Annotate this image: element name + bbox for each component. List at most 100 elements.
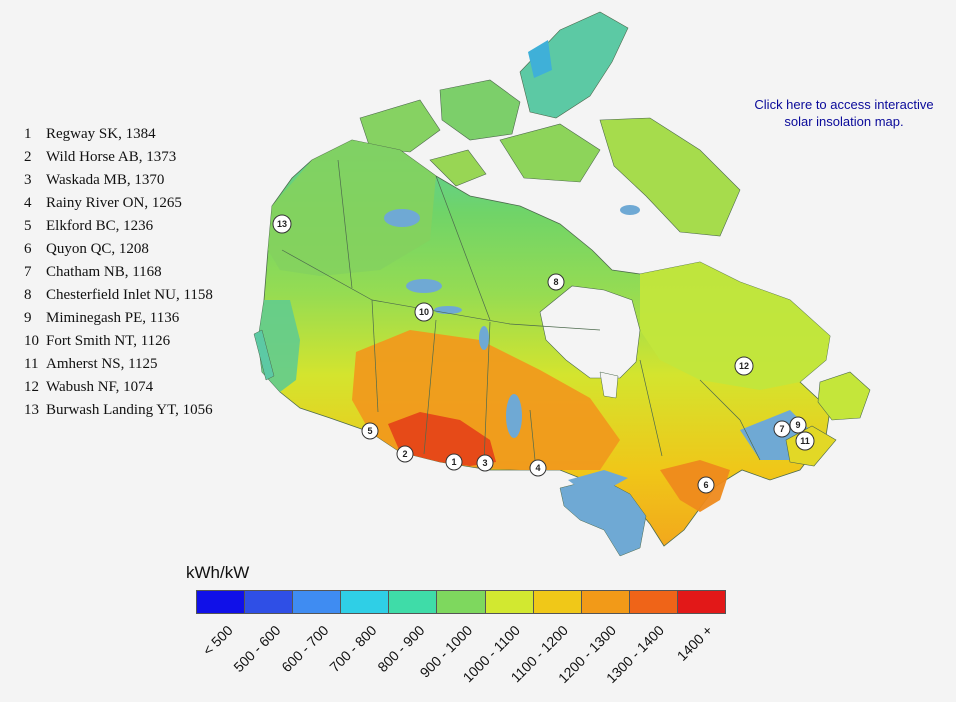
station-list-item: 3 Waskada MB, 1370	[24, 169, 213, 192]
svg-text:4: 4	[535, 463, 540, 473]
station-marker-1: 1	[445, 453, 463, 471]
station-label: Chesterfield Inlet NU, 1158	[46, 287, 213, 303]
hudson-bay	[539, 285, 641, 379]
station-number: 7	[24, 264, 32, 280]
station-label: Waskada MB, 1370	[46, 172, 165, 188]
station-list-item: 4 Rainy River ON, 1265	[24, 192, 213, 215]
svg-text:5: 5	[367, 426, 372, 436]
station-list-item: 8 Chesterfield Inlet NU, 1158	[24, 284, 213, 307]
svg-text:7: 7	[779, 424, 784, 434]
scale-title: kWh/kW	[186, 563, 250, 582]
station-marker-4: 4	[529, 459, 547, 477]
station-list-item: 5 Elkford BC, 1236	[24, 215, 213, 238]
hudson-strait	[600, 240, 680, 270]
lake-winnipeg	[506, 394, 522, 438]
station-list-item: 2 Wild Horse AB, 1373	[24, 146, 213, 169]
vancouver-island	[253, 329, 275, 381]
station-number: 9	[24, 310, 32, 326]
lake-superior	[568, 470, 628, 492]
svg-text:13: 13	[277, 219, 287, 229]
scale-swatch	[341, 591, 390, 613]
arctic-islands	[359, 11, 741, 237]
station-list-item: 11 Amherst NS, 1125	[24, 353, 213, 376]
scale-swatch	[197, 591, 246, 613]
station-number: 12	[24, 379, 39, 395]
scale-swatch	[437, 591, 486, 613]
svg-text:12: 12	[739, 361, 749, 371]
svg-text:6: 6	[703, 480, 708, 490]
station-marker-9: 9	[789, 416, 807, 434]
station-marker-7: 7	[773, 420, 791, 438]
station-label: Rainy River ON, 1265	[46, 195, 182, 211]
interactive-map-link-line2: solar insolation map.	[784, 114, 904, 129]
interactive-map-link[interactable]: Click here to access interactive solar i…	[736, 96, 952, 130]
scale-swatch	[389, 591, 438, 613]
station-number: 4	[24, 195, 32, 211]
station-marker-6: 6	[697, 476, 715, 494]
svg-text:11: 11	[800, 436, 810, 446]
station-list-item: 13 Burwash Landing YT, 1056	[24, 399, 213, 422]
station-list-item: 9 Miminegash PE, 1136	[24, 307, 213, 330]
station-label: Fort Smith NT, 1126	[46, 333, 171, 349]
station-label: Burwash Landing YT, 1056	[46, 402, 213, 418]
labrador-zone	[640, 262, 830, 390]
scale-swatch	[293, 591, 342, 613]
station-marker-10: 10	[414, 302, 434, 322]
station-list-item: 7 Chatham NB, 1168	[24, 261, 213, 284]
great-bear-lake	[384, 209, 420, 227]
station-label: Chatham NB, 1168	[46, 264, 162, 280]
nettilling-lake	[620, 205, 640, 215]
station-label: Wild Horse AB, 1373	[46, 149, 177, 165]
station-label: Regway SK, 1384	[46, 126, 156, 142]
station-number: 8	[24, 287, 32, 303]
reindeer-lake	[479, 326, 489, 350]
svg-text:10: 10	[419, 307, 429, 317]
station-list-item: 1 Regway SK, 1384	[24, 123, 213, 146]
svg-text:8: 8	[553, 277, 558, 287]
station-number: 2	[24, 149, 32, 165]
station-number: 10	[24, 333, 39, 349]
station-marker-3: 3	[476, 454, 494, 472]
scale-swatch	[485, 591, 534, 613]
station-number: 13	[24, 402, 39, 418]
station-list-item: 10 Fort Smith NT, 1126	[24, 330, 213, 353]
great-lakes	[559, 477, 647, 557]
station-marker-12: 12	[734, 356, 754, 376]
station-markers: 1 2 3 4 5 6 7 8 9 10 11 12 13	[272, 214, 815, 494]
station-marker-11: 11	[795, 431, 815, 451]
scale-swatch	[581, 591, 630, 613]
station-number: 6	[24, 241, 32, 257]
svg-text:3: 3	[482, 458, 487, 468]
james-bay	[599, 371, 619, 399]
station-list-item: 12 Wabush NF, 1074	[24, 376, 213, 399]
station-number: 1	[24, 126, 32, 142]
station-number: 5	[24, 218, 32, 234]
station-label: Wabush NF, 1074	[46, 379, 154, 395]
scale-swatch	[245, 591, 294, 613]
prairie-hot-zone	[388, 412, 496, 466]
scale-swatch	[533, 591, 582, 613]
northwest-zone	[268, 140, 436, 276]
station-list: 1 Regway SK, 1384 2 Wild Horse AB, 1373 3 Was…	[24, 123, 213, 422]
svg-text:2: 2	[402, 449, 407, 459]
station-label: Miminegash PE, 1136	[46, 310, 180, 326]
lake-athabasca	[434, 306, 462, 314]
station-label: Quyon QC, 1208	[46, 241, 149, 257]
svg-text:1: 1	[451, 457, 456, 467]
station-marker-5: 5	[361, 422, 379, 440]
scale-swatch	[677, 591, 726, 613]
station-label: Elkford BC, 1236	[46, 218, 154, 234]
station-number: 11	[24, 356, 39, 372]
great-slave-lake	[406, 279, 442, 293]
scale-swatch	[629, 591, 678, 613]
station-label: Amherst NS, 1125	[46, 356, 158, 372]
station-list-item: 6 Quyon QC, 1208	[24, 238, 213, 261]
newfoundland	[817, 371, 871, 421]
station-marker-8: 8	[547, 273, 565, 291]
station-marker-2: 2	[396, 445, 414, 463]
station-number: 3	[24, 172, 32, 188]
svg-text:9: 9	[795, 420, 800, 430]
station-marker-13: 13	[272, 214, 292, 234]
color-scale-bar	[196, 590, 726, 614]
